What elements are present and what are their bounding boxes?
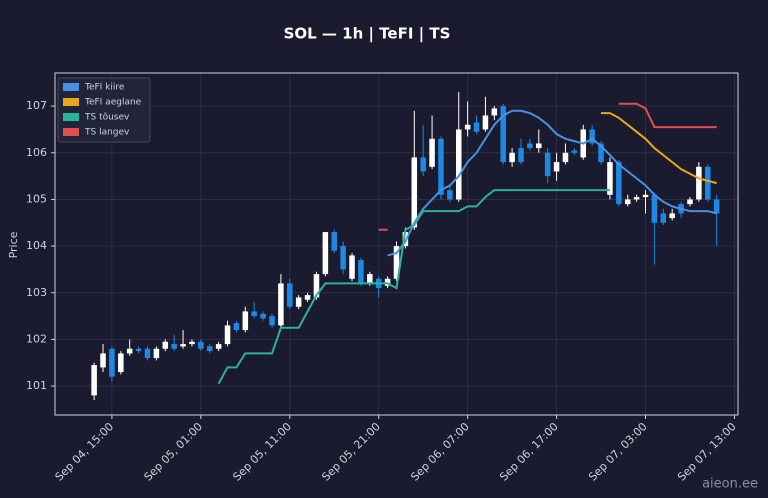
y-tick-label: 107: [26, 99, 47, 112]
indicator-line: [601, 112, 717, 185]
candle-body: [393, 246, 400, 279]
candle-body: [491, 108, 498, 116]
candle-body: [624, 199, 631, 205]
candle-body: [91, 365, 97, 396]
legend: TeFI kiire TeFI aeglane TS tõusev TS langev: [57, 77, 151, 143]
candle-body: [642, 194, 649, 198]
candle-body: [198, 341, 204, 349]
candle-body: [420, 157, 426, 172]
candle-body: [162, 341, 169, 349]
candle-body: [340, 246, 346, 270]
candle-body: [447, 190, 453, 200]
candle-body: [287, 283, 293, 307]
candle-body: [180, 344, 186, 347]
y-axis-label: Price: [7, 231, 20, 258]
candle-body: [171, 344, 177, 349]
candle-body: [669, 213, 675, 219]
plot-frame: [54, 72, 739, 416]
candle-body: [544, 152, 551, 177]
indicator-line: [387, 109, 717, 257]
watermark: aieon.ee: [702, 477, 758, 492]
candle-body: [206, 346, 213, 352]
y-tick-label: 104: [26, 239, 47, 252]
candle-body: [384, 278, 391, 286]
candle-body: [313, 274, 320, 298]
candle-body: [553, 162, 560, 172]
candle-body: [455, 129, 462, 200]
legend-label: TS tõusev: [84, 113, 130, 123]
candle-body: [411, 157, 418, 228]
candle-body: [598, 143, 604, 163]
y-tick-label: 102: [26, 332, 47, 345]
candle-body: [153, 348, 160, 359]
candle-body: [518, 148, 524, 163]
candle-body: [429, 138, 435, 167]
y-tick-label: 103: [26, 286, 47, 299]
candle-body: [589, 129, 595, 144]
candle-body: [473, 122, 480, 132]
legend-swatch: [63, 113, 79, 121]
legend-swatch: [63, 83, 79, 91]
candle-body: [616, 162, 622, 205]
candle-body: [482, 115, 489, 130]
legend-box: [57, 77, 151, 143]
y-tick-label: 105: [26, 192, 47, 205]
indicator-line: [378, 102, 717, 231]
candle-body: [500, 106, 506, 163]
candle-body: [536, 143, 542, 149]
candle-body: [349, 255, 355, 279]
candle-body: [251, 311, 257, 317]
y-tick-label: 101: [26, 379, 47, 392]
legend-swatch: [63, 128, 79, 136]
candle-body: [660, 213, 667, 223]
candle-body: [269, 316, 275, 326]
candle-body: [527, 143, 533, 149]
candle-body: [633, 197, 640, 200]
candle-body: [331, 232, 338, 251]
candle-body: [358, 260, 364, 284]
candle-body: [100, 353, 106, 368]
indicator-line: [217, 189, 610, 385]
candle-body: [562, 152, 569, 163]
candle-body: [144, 348, 151, 359]
candle-body: [687, 199, 693, 205]
candle-body: [367, 274, 373, 284]
candle-body: [438, 138, 444, 195]
candle-body: [224, 325, 231, 345]
legend-swatch: [63, 98, 79, 106]
y-tick-label: 106: [26, 146, 47, 159]
chart-title: SOL — 1h | TeFI | TS: [284, 25, 451, 44]
candle-body: [651, 194, 658, 223]
candle-body: [278, 283, 284, 326]
candle-body: [242, 311, 249, 331]
candle-body: [109, 348, 115, 377]
candle-body: [705, 166, 711, 200]
legend-label: TeFI kiire: [84, 83, 125, 93]
candle-body: [189, 341, 195, 345]
candle-body: [233, 323, 240, 331]
candle-body: [260, 313, 266, 319]
candle-body: [304, 295, 311, 300]
candle-body: [118, 353, 124, 373]
legend-label: TeFI aeglane: [84, 98, 142, 108]
candle-body: [215, 344, 222, 349]
candle-body: [135, 348, 142, 352]
candle-body: [696, 166, 702, 200]
candle-body: [571, 150, 578, 153]
candle-body: [126, 348, 133, 354]
candle-body: [509, 152, 515, 163]
candle-body: [322, 232, 329, 275]
candle-body: [464, 124, 471, 130]
candle-body: [607, 162, 613, 195]
legend-label: TS langev: [84, 128, 130, 138]
candle-body: [713, 199, 720, 214]
candle-body: [295, 297, 302, 307]
